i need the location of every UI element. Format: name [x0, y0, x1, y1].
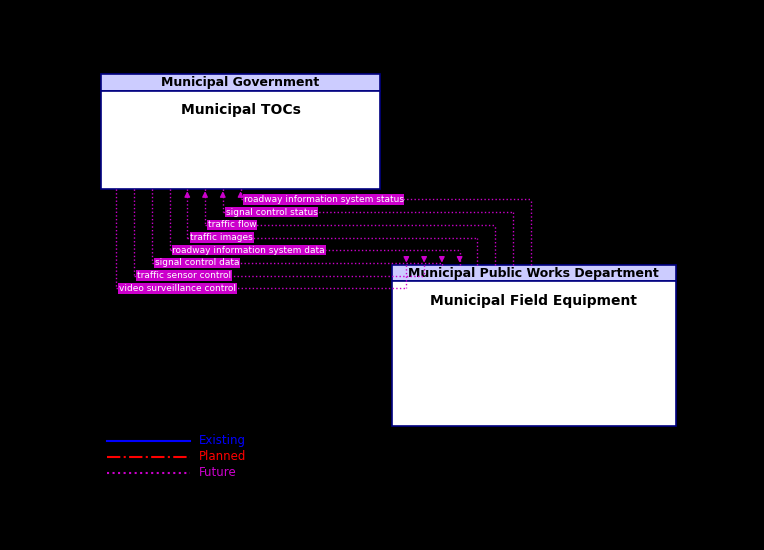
- Bar: [102, 91, 380, 189]
- Text: traffic flow: traffic flow: [208, 221, 257, 229]
- Text: traffic images: traffic images: [190, 233, 253, 242]
- Text: Municipal TOCs: Municipal TOCs: [180, 103, 300, 117]
- Bar: [392, 281, 676, 426]
- Text: roadway information system data: roadway information system data: [173, 246, 325, 255]
- Text: signal control data: signal control data: [154, 258, 239, 267]
- Text: roadway information system status: roadway information system status: [244, 195, 403, 204]
- Text: video surveillance control: video surveillance control: [119, 284, 236, 293]
- Text: Municipal Government: Municipal Government: [161, 76, 319, 89]
- Bar: [102, 74, 380, 91]
- Text: traffic sensor control: traffic sensor control: [137, 271, 231, 280]
- Bar: [392, 265, 676, 281]
- Text: signal control status: signal control status: [226, 207, 318, 217]
- Text: Municipal Field Equipment: Municipal Field Equipment: [430, 294, 637, 308]
- Text: Existing: Existing: [199, 434, 246, 447]
- Text: Municipal Public Works Department: Municipal Public Works Department: [408, 267, 659, 279]
- Text: Planned: Planned: [199, 450, 247, 464]
- Text: Future: Future: [199, 466, 237, 480]
